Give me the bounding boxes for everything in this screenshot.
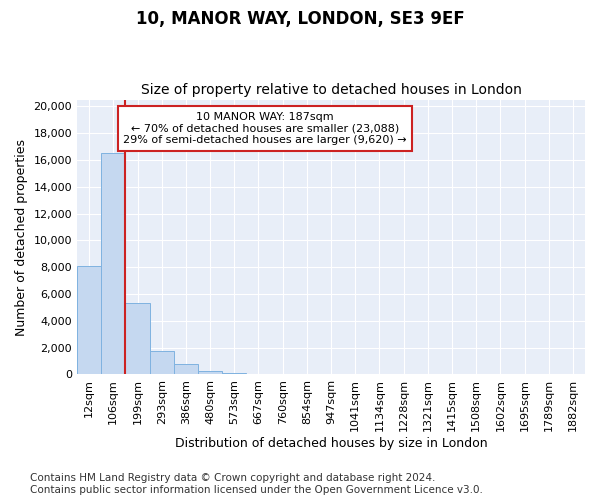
Text: 10, MANOR WAY, LONDON, SE3 9EF: 10, MANOR WAY, LONDON, SE3 9EF bbox=[136, 10, 464, 28]
Bar bbox=[77, 266, 101, 374]
Y-axis label: Number of detached properties: Number of detached properties bbox=[15, 138, 28, 336]
Bar bbox=[222, 372, 247, 374]
Title: Size of property relative to detached houses in London: Size of property relative to detached ho… bbox=[140, 83, 521, 97]
X-axis label: Distribution of detached houses by size in London: Distribution of detached houses by size … bbox=[175, 437, 487, 450]
Bar bbox=[125, 304, 149, 374]
Bar bbox=[198, 370, 222, 374]
Bar bbox=[101, 153, 125, 374]
Bar bbox=[174, 364, 198, 374]
Bar bbox=[149, 351, 174, 374]
Text: 10 MANOR WAY: 187sqm
← 70% of detached houses are smaller (23,088)
29% of semi-d: 10 MANOR WAY: 187sqm ← 70% of detached h… bbox=[123, 112, 407, 145]
Text: Contains HM Land Registry data © Crown copyright and database right 2024.
Contai: Contains HM Land Registry data © Crown c… bbox=[30, 474, 483, 495]
